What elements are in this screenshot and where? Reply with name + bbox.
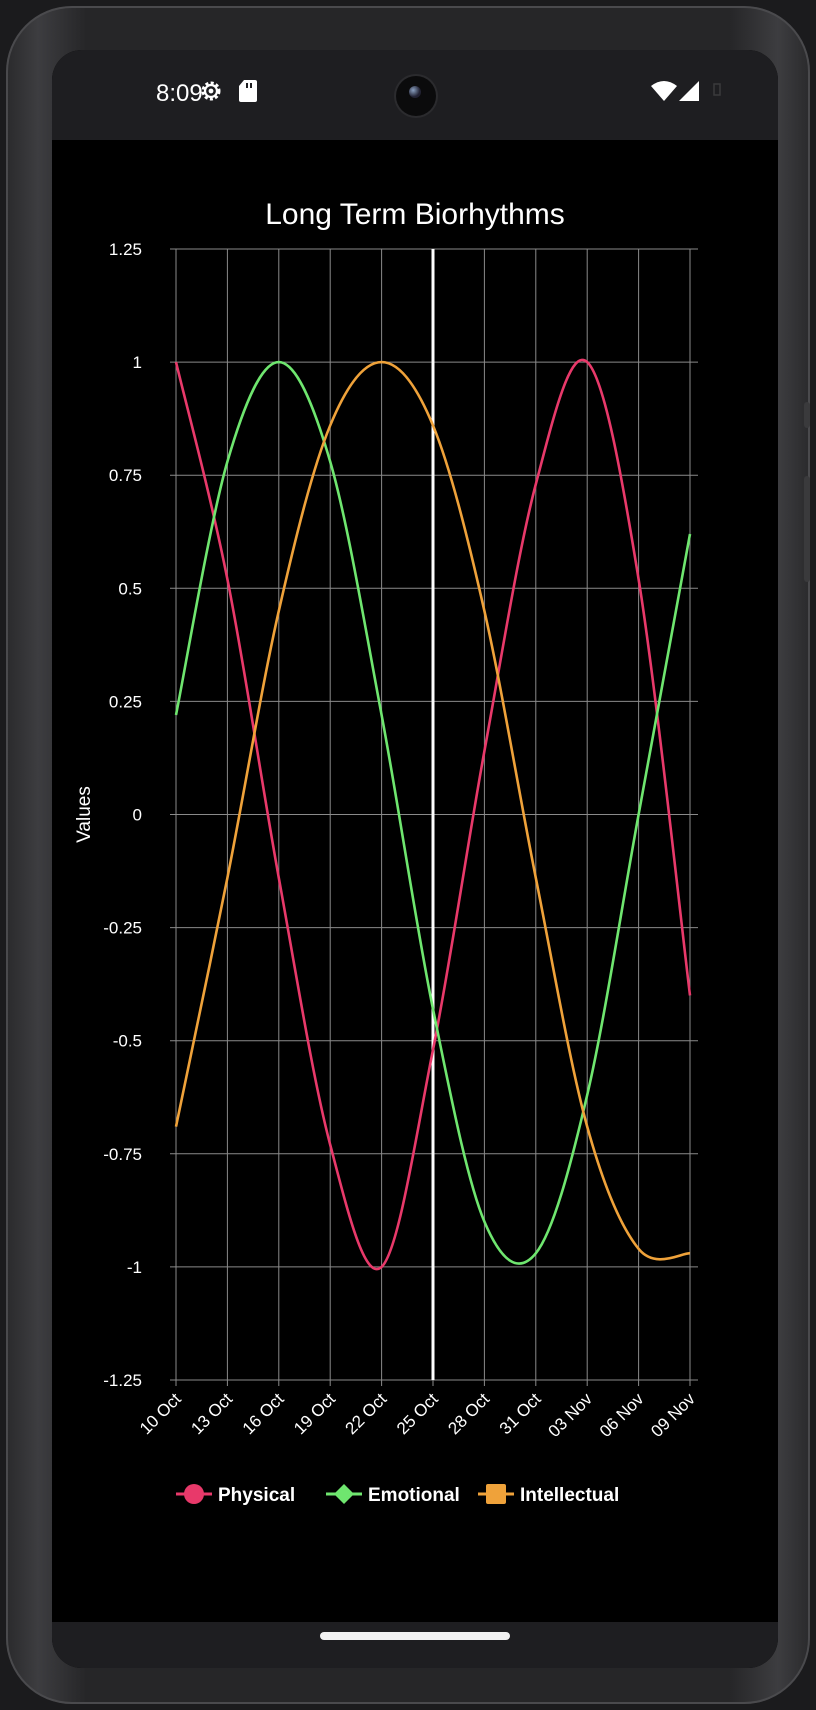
y-tick-label: -0.25	[103, 919, 142, 938]
x-tick-label: 31 Oct	[496, 1389, 545, 1438]
y-tick-label: -0.75	[103, 1145, 142, 1164]
y-tick-label: 0.25	[109, 692, 142, 711]
y-tick-label: 0	[133, 806, 142, 825]
x-tick-label: 09 Nov	[647, 1389, 699, 1441]
legend-circle-marker-icon	[184, 1484, 204, 1504]
x-tick-label: 16 Oct	[239, 1389, 288, 1438]
series-line-emotional	[174, 360, 692, 1265]
legend-label-emotional: Emotional	[368, 1485, 460, 1506]
series-line-intellectual	[174, 360, 691, 1261]
y-tick-label: -0.5	[113, 1032, 142, 1051]
x-tick-label: 22 Oct	[342, 1389, 391, 1438]
battery-icon	[713, 83, 721, 96]
sd-card-icon	[239, 80, 257, 102]
x-tick-label: 13 Oct	[187, 1389, 236, 1438]
chart-area: Long Term Biorhythms 1.25 1 0.75 0.5 0.25 0 -0…	[52, 140, 778, 1576]
y-tick-label: -1	[127, 1258, 142, 1277]
home-gesture-handle[interactable]	[320, 1632, 510, 1640]
phone-frame: 8:09 Long Term Biorhythms 1.	[6, 6, 810, 1704]
x-tick-label: 06 Nov	[596, 1389, 648, 1441]
x-tick-label: 10 Oct	[136, 1389, 185, 1438]
legend-diamond-marker-icon	[334, 1484, 354, 1504]
screen: 8:09 Long Term Biorhythms 1.	[52, 50, 778, 1668]
biorhythm-chart: 1.25 1 0.75 0.5 0.25 0 -0.25 -0.5 -0.75 -1 -1.2510…	[74, 240, 699, 1506]
settings-icon	[201, 81, 221, 101]
legend-square-marker-icon	[486, 1484, 506, 1504]
status-time: 8:09	[156, 80, 203, 107]
y-tick-label: 1.25	[109, 240, 142, 259]
legend-label-physical: Physical	[218, 1485, 295, 1506]
y-tick-label: 1	[133, 353, 142, 372]
x-tick-label: 28 Oct	[444, 1389, 493, 1438]
wifi-icon	[651, 81, 677, 101]
legend-label-intellectual: Intellectual	[520, 1485, 619, 1506]
x-tick-label: 19 Oct	[290, 1389, 339, 1438]
y-tick-label: 0.75	[109, 466, 142, 485]
front-camera	[396, 76, 436, 116]
y-tick-label: -1.25	[103, 1371, 142, 1390]
y-tick-label: 0.5	[118, 579, 142, 598]
volume-button	[804, 476, 810, 582]
chart-title: Long Term Biorhythms	[265, 198, 565, 231]
x-tick-label: 25 Oct	[393, 1389, 442, 1438]
y-axis-label: Values	[74, 786, 95, 843]
series-line-physical	[174, 358, 692, 1271]
x-tick-label: 03 Nov	[544, 1389, 596, 1441]
navigation-bar	[52, 1622, 778, 1668]
power-button	[804, 402, 810, 428]
signal-icon	[679, 81, 699, 101]
status-bar: 8:09	[52, 50, 778, 140]
